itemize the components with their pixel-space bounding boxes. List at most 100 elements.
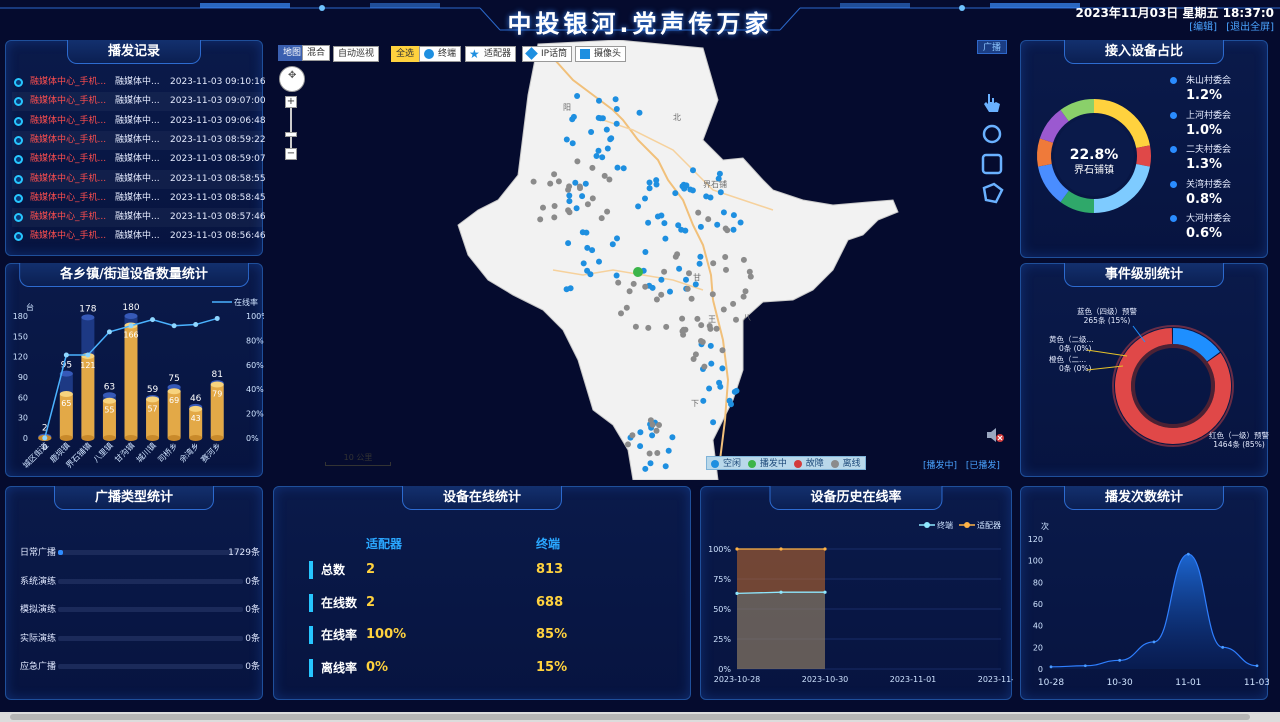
device-marker[interactable]	[612, 96, 619, 103]
device-marker[interactable]	[630, 280, 637, 287]
scrollbar-thumb[interactable]	[10, 714, 1250, 720]
device-marker[interactable]	[653, 177, 660, 184]
terminal-filter-button[interactable]: 终端	[419, 46, 462, 62]
device-marker[interactable]	[647, 417, 654, 424]
device-marker[interactable]	[654, 450, 661, 456]
device-marker[interactable]	[742, 288, 749, 295]
record-row[interactable]: 融媒体中心_手机... 融媒体中... 2023-11-03 08:59:07	[12, 150, 266, 169]
device-marker[interactable]	[663, 323, 670, 330]
device-marker[interactable]	[665, 447, 672, 454]
device-marker[interactable]	[579, 193, 586, 200]
device-marker[interactable]	[714, 221, 721, 228]
device-marker[interactable]	[563, 136, 570, 143]
device-marker[interactable]	[637, 429, 644, 436]
device-marker[interactable]	[613, 272, 620, 279]
device-marker[interactable]	[653, 296, 660, 303]
device-marker[interactable]	[692, 281, 699, 288]
adapter-filter-button[interactable]: ★ 适配器	[465, 46, 517, 62]
device-marker[interactable]	[730, 226, 737, 233]
device-marker[interactable]	[733, 387, 740, 394]
device-marker[interactable]	[680, 326, 687, 333]
device-marker[interactable]	[701, 363, 708, 370]
device-marker[interactable]	[705, 216, 712, 223]
record-row[interactable]: 融媒体中心_手机... 融媒体中... 2023-11-03 09:06:48	[12, 112, 266, 131]
device-marker[interactable]	[547, 180, 554, 187]
device-marker[interactable]	[662, 463, 669, 470]
hand-icon[interactable]	[984, 94, 1000, 112]
device-marker[interactable]	[574, 158, 581, 165]
device-marker[interactable]	[604, 145, 611, 152]
device-marker[interactable]	[716, 379, 723, 386]
device-marker[interactable]	[676, 265, 683, 272]
device-marker[interactable]	[719, 365, 726, 372]
broadcasting-link[interactable]: [播发中]	[923, 461, 958, 471]
device-marker[interactable]	[715, 175, 722, 182]
device-marker[interactable]	[746, 268, 753, 275]
device-marker[interactable]	[700, 397, 707, 404]
device-marker[interactable]	[588, 129, 595, 135]
hybrid-type-button[interactable]: 混合	[302, 45, 331, 61]
device-marker[interactable]	[716, 170, 723, 177]
device-marker[interactable]	[555, 178, 562, 185]
device-marker[interactable]	[717, 189, 724, 196]
device-marker[interactable]	[649, 284, 656, 291]
device-marker[interactable]	[720, 306, 727, 313]
device-marker[interactable]	[684, 285, 691, 292]
device-marker[interactable]	[720, 209, 727, 216]
device-marker[interactable]	[596, 258, 602, 265]
device-marker[interactable]	[635, 203, 642, 210]
device-marker[interactable]	[601, 172, 608, 179]
circle-draw-icon[interactable]	[982, 124, 1002, 144]
map-area[interactable]: 阳北界石铺王 甘八下 地图 混合 自动巡视 全选 终端 ★ 适配器 IP话筒 摄像…	[273, 40, 1015, 480]
device-marker[interactable]	[747, 273, 754, 280]
device-marker[interactable]	[679, 315, 686, 322]
device-marker[interactable]	[636, 109, 643, 116]
device-marker[interactable]	[713, 325, 720, 332]
mute-speaker-icon[interactable]	[985, 427, 1005, 443]
horizontal-scrollbar[interactable]	[0, 712, 1280, 722]
device-marker[interactable]	[598, 215, 605, 222]
device-marker[interactable]	[722, 254, 729, 260]
device-marker[interactable]	[614, 164, 621, 171]
device-marker[interactable]	[662, 235, 669, 242]
device-marker[interactable]	[675, 222, 682, 229]
device-marker[interactable]	[599, 154, 606, 161]
device-marker[interactable]	[707, 325, 714, 332]
device-marker[interactable]	[613, 120, 620, 127]
record-row[interactable]: 融媒体中心_手机... 融媒体中... 2023-11-03 08:57:46	[12, 208, 266, 228]
device-marker[interactable]	[604, 208, 611, 215]
device-marker[interactable]	[661, 268, 668, 275]
device-marker[interactable]	[649, 432, 656, 439]
device-marker-broadcasting[interactable]	[633, 267, 643, 277]
device-marker[interactable]	[642, 465, 649, 472]
device-marker[interactable]	[587, 271, 594, 278]
device-marker[interactable]	[551, 203, 558, 209]
device-marker[interactable]	[540, 204, 546, 211]
device-marker[interactable]	[566, 183, 573, 190]
device-marker[interactable]	[537, 216, 544, 223]
device-marker[interactable]	[589, 164, 596, 171]
record-row[interactable]: 融媒体中心_手机... 融媒体中... 2023-11-03 09:10:16	[12, 73, 266, 92]
device-marker[interactable]	[596, 97, 602, 104]
device-marker[interactable]	[694, 315, 701, 322]
record-row[interactable]: 融媒体中心_手机... 融媒体中... 2023-11-03 08:56:46	[12, 227, 266, 246]
device-marker[interactable]	[632, 323, 639, 330]
device-marker[interactable]	[723, 266, 729, 273]
device-marker[interactable]	[566, 192, 573, 199]
device-marker[interactable]	[551, 171, 558, 178]
device-marker[interactable]	[647, 460, 654, 467]
record-row[interactable]: 融媒体中心_手机... 融媒体中... 2023-11-03 09:07:00	[12, 92, 266, 112]
device-marker[interactable]	[658, 276, 665, 283]
device-marker[interactable]	[728, 401, 734, 408]
device-marker[interactable]	[696, 260, 703, 267]
device-marker[interactable]	[572, 179, 579, 186]
device-marker[interactable]	[615, 279, 622, 286]
device-marker[interactable]	[606, 176, 613, 183]
device-marker[interactable]	[653, 181, 660, 188]
device-marker[interactable]	[686, 270, 692, 277]
device-marker[interactable]	[569, 140, 576, 147]
rectangle-draw-icon[interactable]	[981, 153, 1003, 175]
device-marker[interactable]	[589, 247, 596, 254]
device-marker[interactable]	[618, 310, 624, 317]
device-marker[interactable]	[688, 295, 695, 302]
